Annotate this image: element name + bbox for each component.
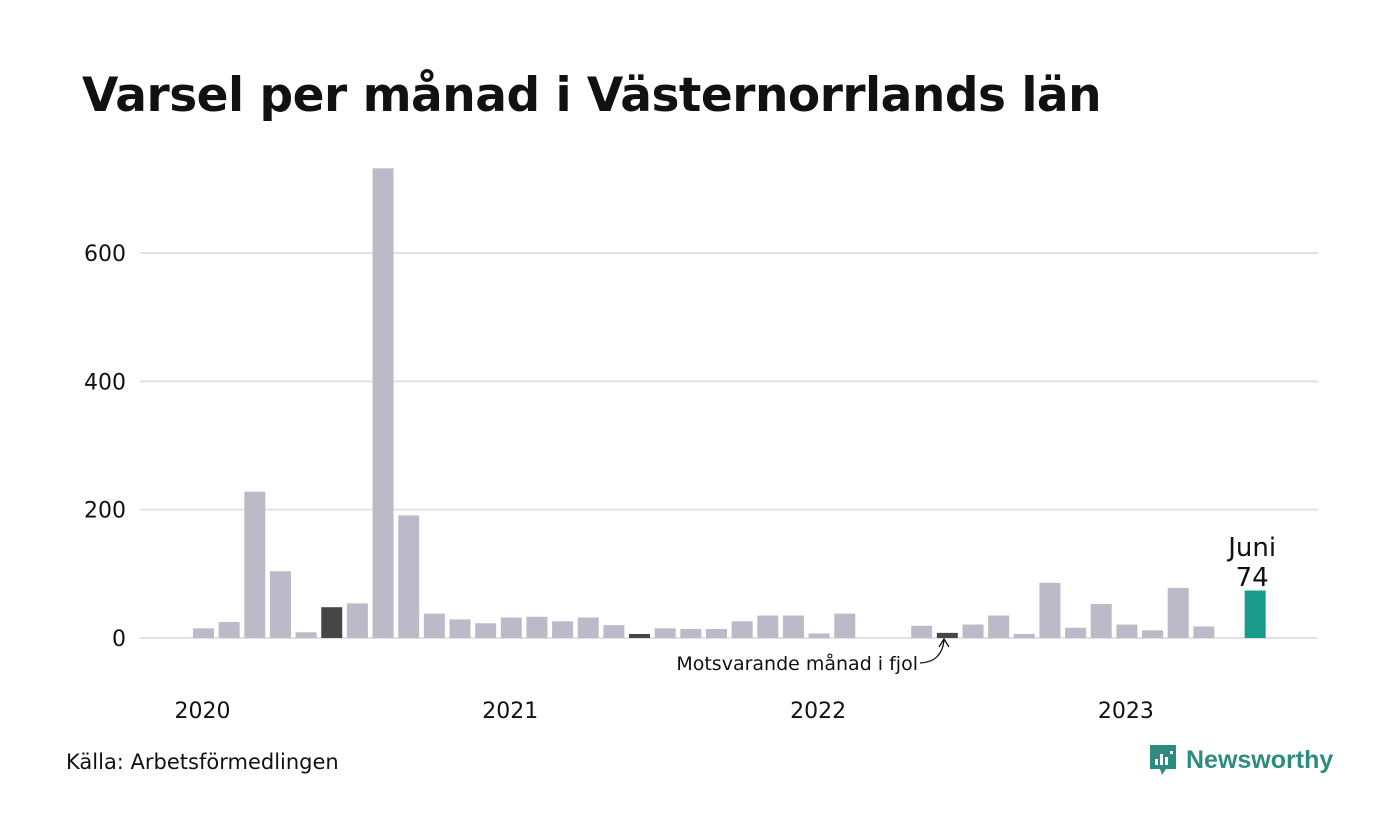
bar [372, 168, 394, 639]
brand-name: Newsworthy [1186, 745, 1334, 774]
gridlines [140, 252, 1318, 639]
bar [1167, 587, 1189, 638]
y-axis-labels: 0 200 400 600 [84, 242, 126, 652]
bar [962, 624, 984, 638]
last-year-annotation: Motsvarande månad i fjol [676, 652, 918, 675]
bar [475, 623, 497, 638]
bar [757, 615, 779, 638]
bar [654, 628, 676, 638]
bar [577, 617, 599, 638]
bar [552, 621, 574, 638]
x-year-label: 2021 [482, 699, 538, 724]
brand-logo: Newsworthy [1148, 743, 1333, 777]
bar [244, 491, 266, 638]
bar [1013, 634, 1035, 638]
bar [295, 632, 317, 638]
bar [988, 615, 1010, 638]
bar [218, 621, 240, 638]
bars [193, 168, 1266, 639]
bar [1039, 582, 1061, 638]
bar-same-month-last-year [936, 632, 958, 638]
bar [346, 603, 368, 638]
current-month-label: Juni [1226, 533, 1276, 563]
chart-title: Varsel per månad i Västernorrlands län [82, 68, 1102, 123]
y-tick-label: 0 [112, 627, 126, 652]
bar [269, 571, 291, 638]
bar-same-month-last-year [321, 607, 343, 638]
bar-current-month [1244, 590, 1266, 638]
bar [731, 621, 753, 638]
newsworthy-logo-icon [1150, 745, 1176, 775]
x-year-label: 2022 [790, 699, 846, 724]
bar [1116, 624, 1138, 638]
bar [706, 629, 727, 638]
x-year-label: 2020 [175, 699, 231, 724]
bar [911, 625, 933, 638]
bar [449, 619, 471, 638]
bar [1142, 630, 1164, 638]
y-tick-label: 400 [84, 370, 126, 395]
bar [680, 629, 702, 638]
bar [782, 615, 804, 638]
bar [1193, 626, 1215, 638]
bar [603, 625, 625, 638]
bar [1065, 627, 1087, 638]
y-tick-label: 200 [84, 499, 126, 524]
bar [834, 613, 856, 638]
annotation-arrowhead [938, 637, 950, 648]
source-label: Källa: Arbetsförmedlingen [66, 750, 339, 774]
bar [1090, 603, 1112, 638]
x-year-label: 2023 [1098, 699, 1154, 724]
annotation-arrow [919, 639, 945, 664]
current-value-label: 74 [1236, 563, 1269, 593]
bar-same-month-last-year [629, 634, 651, 638]
y-tick-label: 600 [84, 242, 126, 267]
bar [500, 617, 522, 638]
bar [398, 515, 420, 638]
bar [423, 613, 445, 638]
bar [526, 616, 548, 638]
bar [808, 633, 830, 638]
x-axis-year-labels: 2020 2021 2022 2023 [175, 699, 1154, 724]
bar [193, 628, 214, 638]
